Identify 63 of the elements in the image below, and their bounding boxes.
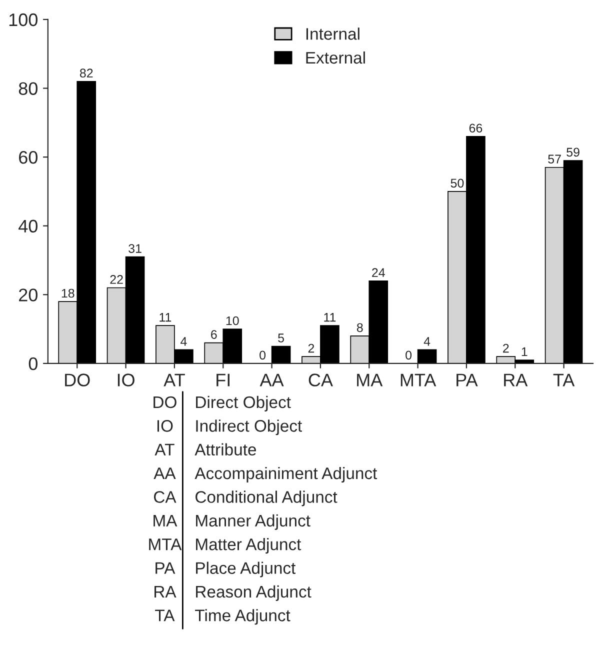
data-label: 2 (503, 344, 509, 353)
text: AT (154, 444, 174, 456)
x-tick-label: AT (164, 374, 185, 386)
text: MA (154, 514, 178, 526)
x-tick-label: MTA (400, 374, 436, 386)
data-label: 22 (110, 275, 123, 284)
data-label: 2 (308, 344, 314, 353)
data-label: 5 (278, 334, 284, 342)
legend-label: Internal (306, 28, 360, 40)
data-label: 82 (80, 68, 93, 78)
data-label: 8 (356, 323, 363, 332)
y-tick-label: 40 (18, 220, 38, 233)
data-label: 11 (160, 313, 172, 322)
bar (417, 349, 437, 364)
data-label: 4 (424, 337, 430, 346)
text: PA (156, 562, 176, 574)
data-label: 57 (548, 154, 561, 164)
text: Conditional Adjunct (196, 490, 338, 506)
text: Reason Adjunct (196, 585, 312, 601)
text: MTA (149, 538, 182, 550)
x-tick-label: TA (553, 374, 575, 386)
data-label: 0 (260, 350, 266, 360)
y-tick-label: 60 (19, 150, 38, 164)
text: Matter Adjunct (196, 538, 302, 554)
data-label: 31 (128, 244, 142, 253)
y-tick-label: 100 (9, 13, 38, 26)
data-label: 0 (406, 350, 412, 360)
data-label: 1 (522, 347, 528, 356)
text: DO (154, 396, 176, 408)
text: Attribute (194, 443, 256, 456)
data-label: 4 (180, 337, 187, 346)
text: AA (154, 468, 176, 480)
x-tick-label: PA (456, 374, 478, 386)
text: Place Adjunct (196, 562, 296, 578)
y-tick-label: 0 (28, 357, 38, 370)
x-tick-label: DO (65, 374, 90, 386)
data-label: 10 (226, 316, 239, 326)
data-label: 11 (324, 313, 336, 322)
data-label: 50 (450, 178, 464, 188)
text: Accompainiment Adjunct (194, 466, 378, 483)
text: IO (157, 420, 173, 432)
bar (271, 346, 291, 364)
data-label: 6 (211, 330, 217, 339)
text: Time Adjunct (195, 609, 290, 625)
x-tick-label: AA (260, 374, 284, 386)
x-tick-label: FI (216, 374, 230, 386)
data-label: 66 (469, 124, 482, 133)
y-tick-label: 20 (19, 288, 38, 302)
legend-label: External (306, 51, 365, 64)
data-label: 59 (566, 148, 580, 157)
x-tick-label: CA (308, 374, 333, 386)
text: Indirect Object (196, 420, 302, 436)
text: CA (154, 491, 176, 503)
x-tick-label: IO (118, 374, 134, 386)
text: Manner Adjunct (196, 514, 310, 530)
y-tick-label: 80 (18, 82, 38, 95)
x-tick-label: MA (357, 374, 383, 386)
data-label: 18 (62, 288, 74, 298)
x-tick-label: RA (504, 374, 528, 386)
text: RA (154, 586, 176, 598)
text: Direct Object (196, 396, 291, 412)
text: TA (155, 610, 175, 622)
data-label: 24 (372, 268, 385, 277)
